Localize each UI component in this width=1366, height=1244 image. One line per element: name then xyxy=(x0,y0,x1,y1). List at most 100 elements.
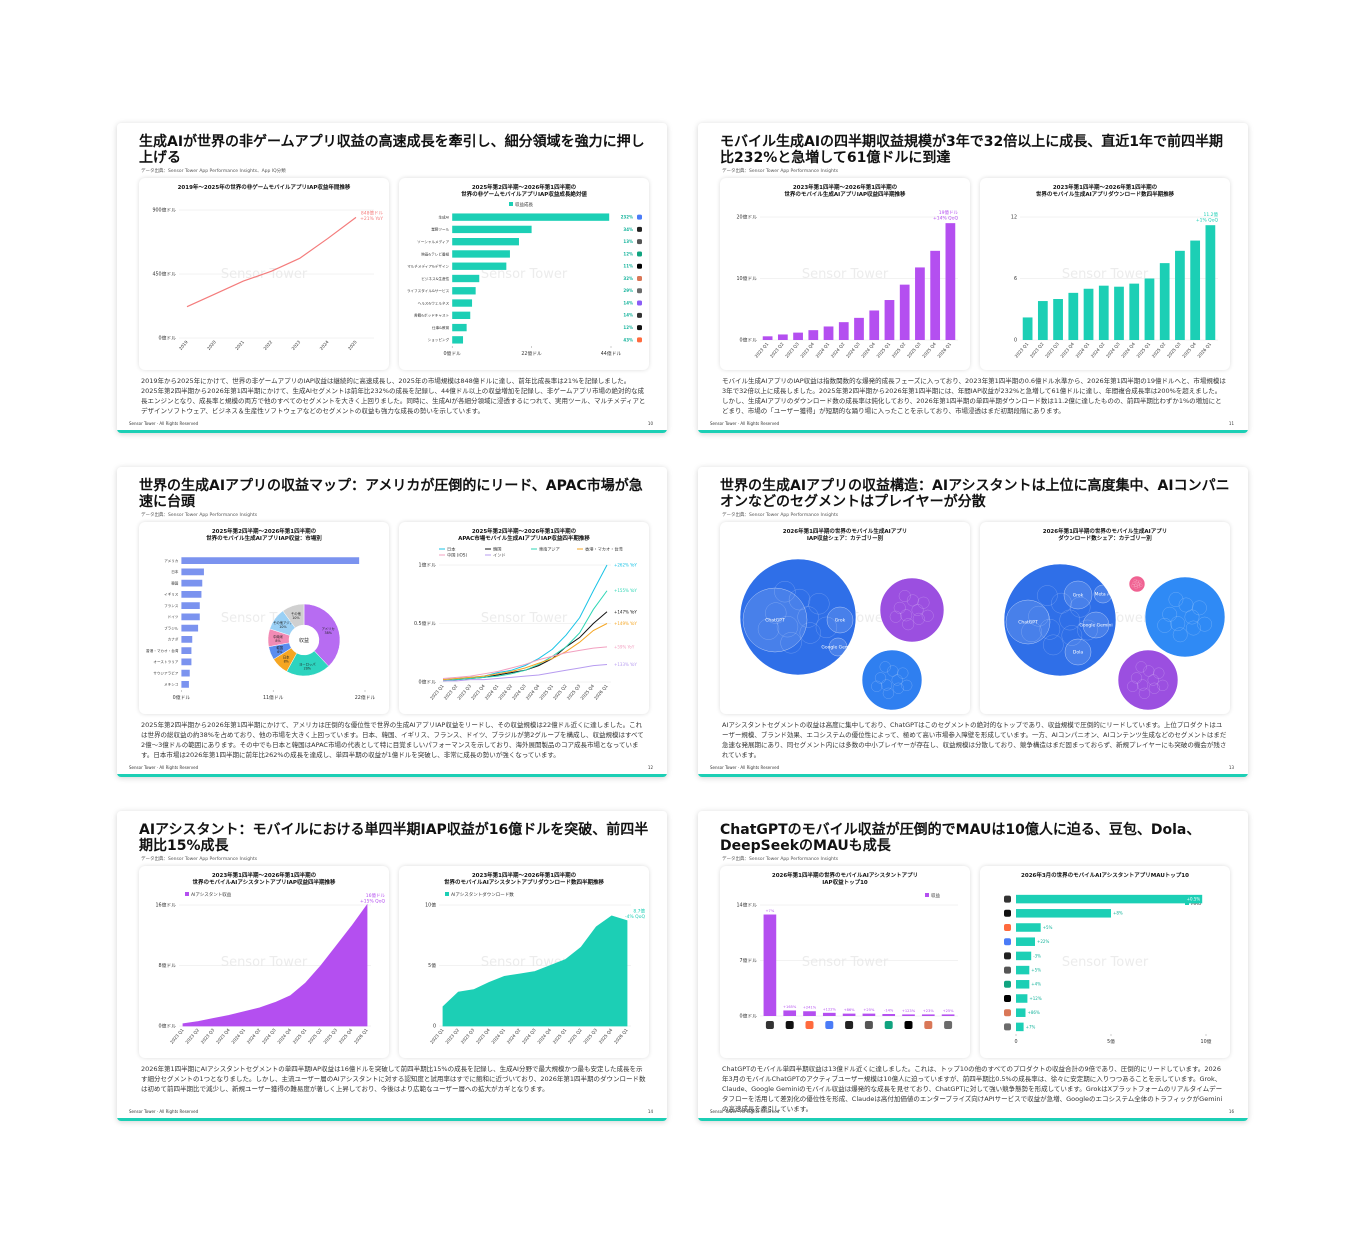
bar xyxy=(1016,909,1111,918)
x-tick-label: 2026 Q1 xyxy=(593,683,610,701)
slide: 世界の生成AIアプリの収益構造：AIアシスタントは上位に高度集中、AIコンパニオ… xyxy=(698,467,1248,777)
bubble xyxy=(1144,576,1226,658)
sub-bubble xyxy=(780,632,802,654)
growth-label: 14% xyxy=(623,300,633,305)
x-tick-label: 44億ドル xyxy=(601,350,622,357)
bar xyxy=(1098,285,1109,340)
app-icon xyxy=(1004,952,1011,960)
chart-panel: Sensor Tower2026年第1四半期の世界のモバイル生成AIアプリダウン… xyxy=(980,522,1230,714)
legend-label: 日本 xyxy=(447,546,456,553)
chart-title: 2026年3月の世界のモバイルAIアシスタントアプリMAUトップ10 xyxy=(1021,871,1189,879)
sub-bubble xyxy=(1043,634,1064,656)
slide: 生成AIが世界の非ゲームアプリ収益の高速成長を牽引し、細分領域を強力に押し上げる… xyxy=(117,123,667,433)
x-tick-label: 2023 Q3 xyxy=(1044,341,1061,359)
chart: Sensor Tower 2023年第1四半期～2026年第1四半期の世界のモバイ… xyxy=(156,871,386,1045)
x-tick-label: 2023 Q2 xyxy=(1029,341,1046,359)
category-label: 映画&テレビ番組 xyxy=(421,251,449,256)
growth-label: +5% xyxy=(1043,925,1053,930)
x-tick-label: 0億ドル xyxy=(443,350,461,357)
sub-bubble xyxy=(1168,592,1184,607)
sub-bubble xyxy=(1131,584,1135,588)
x-tick-label: 2024 xyxy=(319,339,331,351)
growth-label: +241% xyxy=(803,1006,817,1010)
x-tick-label: 2024 Q2 xyxy=(506,1027,523,1045)
bar xyxy=(1114,286,1124,340)
growth-label: 11% xyxy=(623,264,633,269)
sub-bubble xyxy=(1051,592,1072,614)
growth-label: +25% xyxy=(943,1009,955,1013)
bar xyxy=(181,557,360,564)
growth-label: +86% xyxy=(844,1008,856,1012)
x-tick-label: 2025 Q2 xyxy=(567,1027,584,1045)
bar xyxy=(884,300,895,340)
growth-label: -14% xyxy=(884,1009,894,1013)
category-icon xyxy=(637,276,642,281)
sub-bubble xyxy=(1130,672,1143,684)
x-tick-label: 2025 Q3 xyxy=(582,1027,599,1045)
sub-bubble xyxy=(1143,665,1155,677)
bar xyxy=(1016,923,1041,932)
chart-panel: Sensor Tower 2023年第1四半期～2026年第1四半期の 世界のモバイ… xyxy=(139,866,389,1058)
bar xyxy=(1159,263,1170,340)
footer-strip xyxy=(698,430,1248,433)
sub-bubble xyxy=(1197,616,1213,632)
x-tick-label: 2025 Q1 xyxy=(552,1027,569,1045)
legend-swatch xyxy=(509,202,513,206)
bar xyxy=(452,250,510,258)
x-tick-label: 22億ドル xyxy=(355,694,376,701)
sub-bubble xyxy=(871,680,883,692)
slide-body: ChatGPTのモバイル単四半期収益は13億ドル近くに達しました。これは、トップ… xyxy=(722,1065,1223,1113)
sub-bubble xyxy=(897,667,909,679)
slice-value: 20% xyxy=(304,666,311,670)
sub-bubble xyxy=(788,588,811,611)
x-tick-label: 2023 Q4 xyxy=(799,341,816,359)
sub-bubble xyxy=(1148,682,1160,694)
footer-strip xyxy=(117,1118,667,1121)
x-tick-label: 2023 Q2 xyxy=(184,1027,201,1045)
bubble-label: Dola xyxy=(1073,650,1083,656)
bar xyxy=(793,332,803,340)
chart-panel: Sensor Tower 2023年第1四半期～2026年第1四半期の 世界のモバイ… xyxy=(720,178,970,370)
app-bubble xyxy=(828,637,848,657)
slice-value: 10% xyxy=(279,625,286,629)
x-tick-label: 2024 Q3 xyxy=(1105,341,1122,359)
y-tick-label: 8億ドル xyxy=(159,962,177,969)
category-label: ヘルス&ウェルネス xyxy=(418,300,450,305)
chart-title: 世界のモバイルAIアシスタントアプリIAP収益四半期推移 xyxy=(193,878,336,886)
bar xyxy=(930,250,941,340)
slide-title: AIアシスタント：モバイルにおける単四半期IAP収益が16億ドルを突破、前四半期… xyxy=(139,822,649,854)
bar xyxy=(452,262,507,270)
x-tick-label: 2023 xyxy=(291,339,303,351)
growth-label: +0.5% xyxy=(1187,897,1201,902)
sub-bubble xyxy=(1137,584,1141,588)
app-icon xyxy=(944,1021,953,1029)
sub-bubble xyxy=(1157,679,1169,691)
x-tick-label: 2024 Q3 xyxy=(261,1027,278,1045)
legend-label: 中国 (iOS) xyxy=(447,552,467,559)
x-tick-label: 2025 Q4 xyxy=(921,341,938,359)
x-tick-label: 2024 Q4 xyxy=(276,1027,293,1045)
line xyxy=(186,216,357,308)
sub-bubble xyxy=(1139,583,1143,588)
sub-bubble xyxy=(808,593,830,615)
x-tick-label: 2022 xyxy=(262,339,274,351)
sub-bubble xyxy=(776,615,799,638)
chart-panel: Sensor Tower 2023年第1四半期～2026年第1四半期の 世界のモバイ… xyxy=(980,178,1230,370)
watermark: Sensor Tower xyxy=(1062,955,1149,970)
app-bubble xyxy=(742,587,808,653)
sub-bubble xyxy=(912,612,925,625)
sub-bubble xyxy=(1147,674,1159,686)
y-tick-label: 6 xyxy=(1014,276,1017,282)
legend-label: 東南アジア xyxy=(539,546,560,553)
page-number: 12 xyxy=(647,765,653,770)
slide-body: 2025年第2四半期から2026年第1四半期にかけて、アメリカは圧倒的な優位性で… xyxy=(141,721,644,759)
slice-label: ヨーロッパ xyxy=(299,661,316,666)
x-tick-label: 0億ドル xyxy=(173,694,191,701)
sub-bubble xyxy=(900,609,913,622)
sub-bubble xyxy=(1132,581,1136,586)
end-label: +59% YoY xyxy=(614,644,635,649)
sub-bubble xyxy=(882,687,895,699)
x-tick-label: 2025 Q4 xyxy=(1181,341,1198,359)
slice-label: 中南米 xyxy=(273,634,284,639)
category-label: 書籍&ポッドキャスト xyxy=(414,313,450,318)
